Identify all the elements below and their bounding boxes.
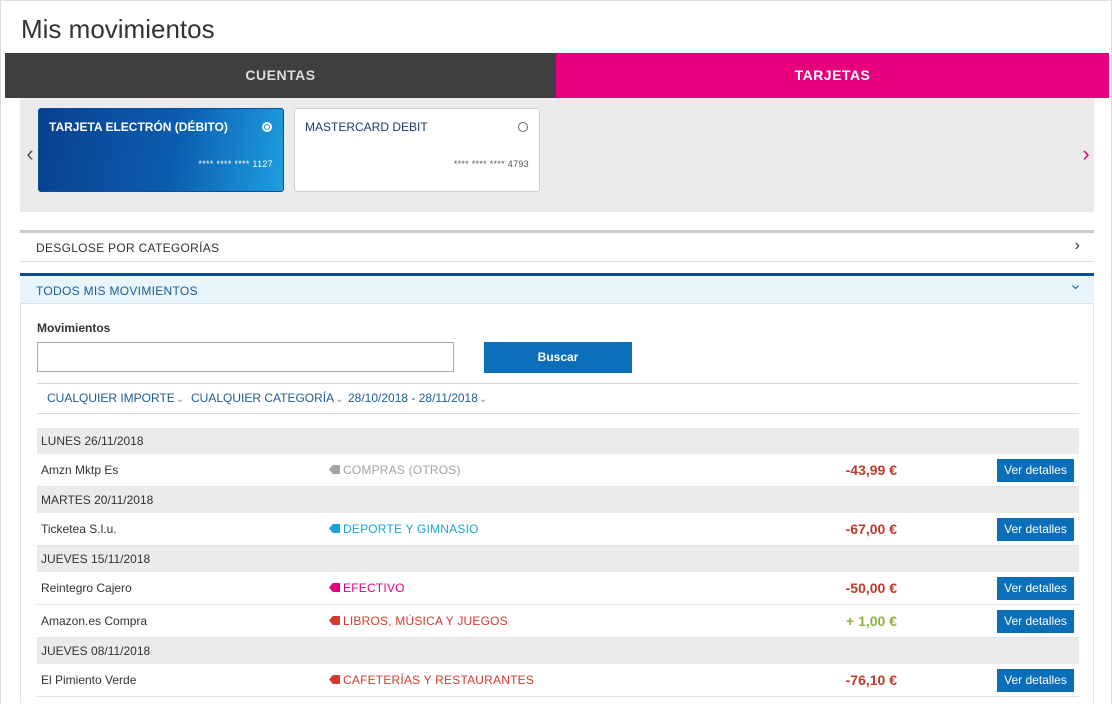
accordion-title: DESGLOSE POR CATEGORÍAS: [36, 241, 220, 255]
accordion-title: TODOS MIS MOVIMIENTOS: [36, 284, 198, 298]
table-row: Amazon.es Compra LIBROS, MÚSICA Y JUEGOS…: [37, 605, 1079, 638]
ver-detalles-button[interactable]: Ver detalles: [997, 577, 1074, 600]
movement-amount: + 1,00 €: [846, 613, 897, 629]
date-header: JUEVES 08/11/2018: [37, 638, 1079, 664]
movement-amount: -50,00 €: [845, 580, 897, 596]
card-number: **** **** **** 4793: [453, 159, 529, 169]
radio-selected-icon[interactable]: [262, 122, 272, 132]
cards-carousel: ‹ TARJETA ELECTRÓN (DÉBITO) **** **** **…: [20, 98, 1094, 212]
category-label: DEPORTE Y GIMNASIO: [343, 522, 479, 536]
table-row: El Pimiento Verde CAFETERÍAS Y RESTAURAN…: [37, 664, 1079, 697]
ver-detalles-button[interactable]: Ver detalles: [997, 610, 1074, 633]
movement-category: DEPORTE Y GIMNASIO: [329, 522, 479, 536]
tab-tarjetas[interactable]: TARJETAS: [556, 53, 1109, 98]
table-row: Amzn Mktp Es COMPRAS (OTROS) -43,99 € Ve…: [37, 454, 1079, 487]
card-name: MASTERCARD DEBIT: [305, 120, 428, 134]
movement-description: Ticketea S.l.u.: [41, 522, 117, 536]
movement-category: LIBROS, MÚSICA Y JUEGOS: [329, 614, 508, 628]
chevron-left-icon[interactable]: ‹: [26, 141, 34, 166]
category-label: EFECTIVO: [343, 581, 405, 595]
category-label: COMPRAS (OTROS): [343, 463, 461, 477]
page-title: Mis movimientos: [21, 14, 215, 44]
ver-detalles-button[interactable]: Ver detalles: [997, 669, 1074, 692]
accordion-desglose[interactable]: DESGLOSE POR CATEGORÍAS ›: [20, 230, 1094, 262]
card-number: **** **** **** 1127: [198, 159, 273, 169]
movement-description: Amzn Mktp Es: [41, 463, 119, 477]
search-label: Movimientos: [37, 321, 111, 335]
movement-category: EFECTIVO: [329, 581, 405, 595]
movement-description: Reintegro Cajero: [41, 581, 132, 595]
table-row: Ticketea S.l.u. DEPORTE Y GIMNASIO -67,0…: [37, 513, 1079, 546]
filter-label: 28/10/2018 - 28/11/2018: [348, 391, 478, 405]
accordion-todos-movimientos[interactable]: TODOS MIS MOVIMIENTOS ›: [20, 273, 1094, 304]
tag-icon: [329, 524, 340, 533]
movement-amount: -76,10 €: [845, 672, 897, 688]
search-button[interactable]: Buscar: [484, 342, 632, 373]
filter-categoria[interactable]: CUALQUIER CATEGORÍA⌄: [191, 391, 344, 405]
chevron-right-icon[interactable]: ›: [1082, 141, 1090, 166]
card-mastercard-debit[interactable]: MASTERCARD DEBIT **** **** **** 4793: [294, 108, 540, 192]
chevron-down-icon: ⌄: [335, 394, 344, 405]
chevron-down-icon: ⌄: [175, 394, 185, 405]
movement-description: Amazon.es Compra: [41, 614, 148, 628]
chevron-right-icon: ›: [1074, 237, 1080, 254]
tag-icon: [329, 583, 340, 592]
table-row: Reintegro Cajero EFECTIVO -50,00 € Ver d…: [37, 572, 1079, 605]
tag-icon: [329, 675, 340, 684]
filter-bar: CUALQUIER IMPORTE⌄ CUALQUIER CATEGORÍA⌄ …: [37, 383, 1079, 414]
tag-icon: [329, 616, 340, 625]
category-label: CAFETERÍAS Y RESTAURANTES: [343, 673, 535, 687]
movement-category: COMPRAS (OTROS): [329, 463, 461, 477]
date-header: LUNES 26/11/2018: [37, 428, 1079, 454]
chevron-down-icon: ⌄: [478, 394, 488, 405]
radio-unselected-icon[interactable]: [518, 122, 528, 132]
filter-importe[interactable]: CUALQUIER IMPORTE⌄: [47, 391, 184, 405]
movements-panel: Movimientos Buscar CUALQUIER IMPORTE⌄ CU…: [20, 304, 1094, 703]
filter-fechas[interactable]: 28/10/2018 - 28/11/2018⌄: [348, 391, 487, 405]
movement-category: CAFETERÍAS Y RESTAURANTES: [329, 673, 534, 687]
filter-label: CUALQUIER IMPORTE: [47, 391, 175, 405]
card-name: TARJETA ELECTRÓN (DÉBITO): [49, 120, 228, 134]
movement-amount: -43,99 €: [845, 462, 897, 478]
tab-cuentas[interactable]: CUENTAS: [5, 53, 556, 98]
date-header: MARTES 20/11/2018: [37, 487, 1079, 513]
movements-list: LUNES 26/11/2018 Amzn Mktp Es COMPRAS (O…: [37, 428, 1079, 697]
chevron-down-icon: ›: [1067, 284, 1085, 290]
search-input[interactable]: [37, 342, 454, 372]
category-label: LIBROS, MÚSICA Y JUEGOS: [343, 614, 508, 628]
movement-description: El Pimiento Verde: [41, 673, 137, 687]
ver-detalles-button[interactable]: Ver detalles: [997, 518, 1074, 541]
ver-detalles-button[interactable]: Ver detalles: [997, 459, 1074, 482]
date-header: JUEVES 15/11/2018: [37, 546, 1079, 572]
movement-amount: -67,00 €: [845, 521, 897, 537]
tab-bar: CUENTAS TARJETAS: [5, 53, 1109, 98]
tag-icon: [329, 465, 340, 474]
card-tarjeta-electron[interactable]: TARJETA ELECTRÓN (DÉBITO) **** **** ****…: [38, 108, 284, 192]
filter-label: CUALQUIER CATEGORÍA: [191, 391, 335, 405]
